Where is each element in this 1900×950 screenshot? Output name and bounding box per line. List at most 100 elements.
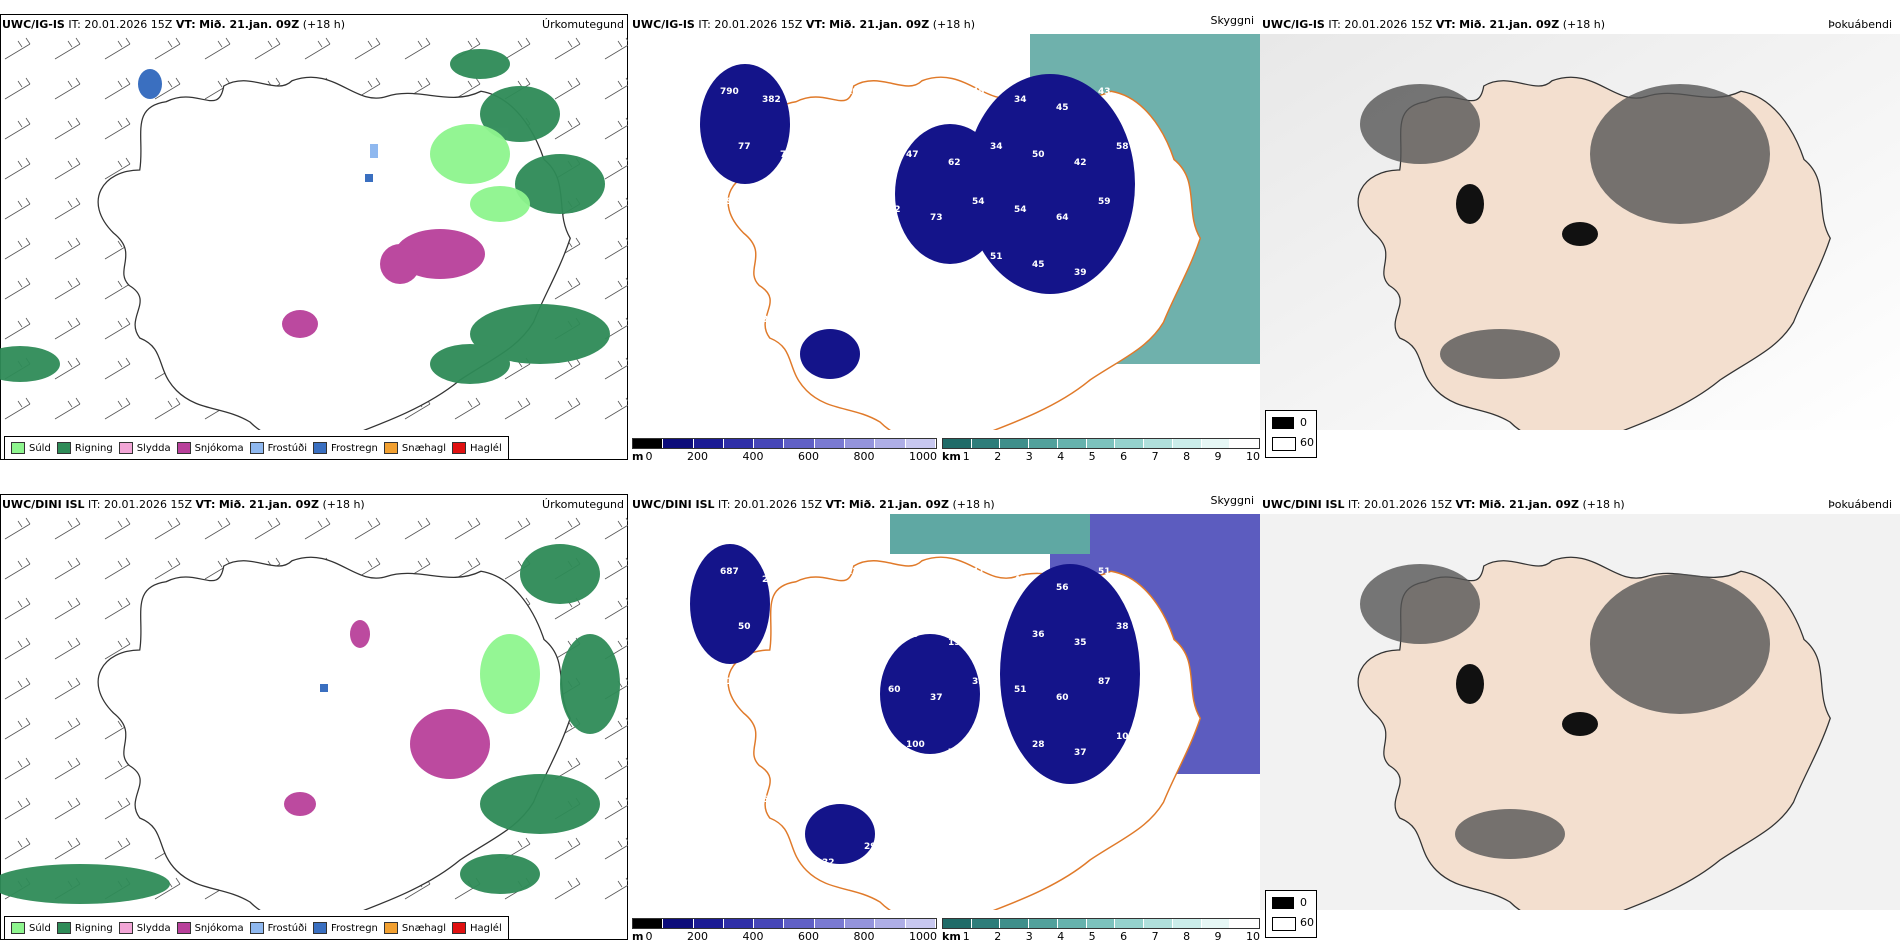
height-tick: 400: [742, 450, 764, 463]
fog-legend-value: 60: [1300, 436, 1314, 449]
panel-title: Skyggni: [1210, 14, 1254, 27]
precip-legend-item: Frostregn: [313, 922, 378, 934]
visibility-tick: 2: [994, 930, 1002, 943]
precip-legend-label: Frostregn: [331, 442, 378, 454]
lead-time: (+18 h): [1582, 498, 1625, 511]
visibility-value-label: 36: [1032, 630, 1045, 640]
visibility-value-label: 138: [804, 103, 823, 113]
visibility-value-label: 43: [804, 323, 817, 333]
visibility-value-label: 51: [990, 252, 1003, 262]
visibility-color-step: [1000, 919, 1030, 928]
visibility-value-label: 214: [822, 748, 841, 758]
height-tick: 1000: [908, 450, 937, 463]
visibility-value-label: 108: [1116, 732, 1135, 742]
visibility-tick: 1: [962, 450, 970, 463]
it-value: 20.01.2026 15Z: [734, 498, 823, 511]
visibility-value-label: 35: [804, 803, 817, 813]
visibility-value-label: 52: [720, 787, 733, 797]
visibility-value-label: 49: [990, 842, 1003, 852]
visibility-value-label: 382: [762, 95, 781, 105]
height-colorbar-strip: [632, 438, 937, 449]
height-colorbar: m 0 200 400 600 800 1000: [632, 438, 937, 468]
visibility-value-label: 100: [906, 740, 925, 750]
visibility-value-label: 45: [780, 630, 793, 640]
visibility-value-label: 35: [1074, 638, 1087, 648]
height-tick: 800: [853, 450, 875, 463]
visibility-value-label: 50: [738, 622, 751, 632]
visibility-color-step: [971, 439, 1001, 448]
visibility-value-label: 54: [990, 622, 1003, 632]
visibility-color-step: [1029, 919, 1058, 928]
visibility-value-label: 37: [1074, 748, 1087, 758]
visibility-value-label: 47: [1014, 575, 1027, 585]
visibility-value-label: 62: [948, 158, 961, 168]
visibility-map: 790 382 138 103 52 48 45 34 45 43 77 71 68 39 47 62 34 50…: [630, 34, 1260, 430]
panel-header: UWC/DINI ISL IT: 20.01.2026 15Z VT: Mið.…: [2, 496, 365, 514]
precip-legend-item: Rigning: [56, 922, 113, 934]
visibility-value-label: 38: [1116, 622, 1129, 632]
height-color-step: [723, 919, 755, 928]
visibility-color-step: [1201, 919, 1231, 928]
precip-legend-label: Snæhagl: [401, 922, 447, 934]
fog-legend: 0 60: [1265, 410, 1317, 458]
visibility-value-label: 28: [1032, 740, 1045, 750]
height-color-step: [663, 439, 694, 448]
height-color-step: [633, 439, 664, 448]
visibility-value-label: 37: [780, 260, 793, 270]
height-color-step: [663, 919, 694, 928]
it-label: IT:: [1348, 498, 1361, 511]
visibility-value-label: 60: [888, 685, 901, 695]
model-row-1: UWC/IG-IS IT: 20.01.2026 15Z VT: Mið. 21…: [0, 0, 1900, 470]
height-color-step: [875, 919, 906, 928]
visibility-value-label: 39: [864, 142, 877, 152]
vt-value: Mið. 21.jan. 09Z: [829, 18, 930, 31]
visibility-tick: 3: [1025, 930, 1033, 943]
visibility-tick: 10: [1246, 450, 1260, 463]
precip-legend-label: Slydda: [136, 922, 171, 934]
model-name: UWC/DINI ISL: [632, 498, 715, 511]
fog-map: [1260, 34, 1900, 430]
height-tick: 1000: [908, 930, 937, 943]
fog-legend-swatch-black: [1272, 897, 1294, 909]
it-value: 20.01.2026 15Z: [1344, 18, 1433, 31]
visibility-value-label: 87: [1098, 677, 1111, 687]
visibility-value-label: 79: [888, 575, 901, 585]
visibility-value-label: 128: [846, 567, 865, 577]
vt-label: VT:: [1455, 498, 1476, 511]
precip-legend-item: Snjókoma: [176, 442, 244, 454]
visibility-value-label: 56: [780, 740, 793, 750]
precip-legend-swatch: [313, 922, 327, 934]
visibility-color-step: [971, 919, 1001, 928]
precip-legend: Súld Rigning Slydda Snjókoma Frostúði Frostre…: [4, 436, 509, 460]
precip-legend-swatch: [383, 442, 398, 454]
visibility-color-step: [1057, 919, 1087, 928]
precip-legend-item: Frostregn: [313, 442, 378, 454]
precip-legend-label: Rigning: [74, 442, 113, 454]
height-tick: 0: [645, 930, 653, 943]
visibility-value-label: 48: [762, 205, 775, 215]
vt-value: Mið. 21.jan. 09Z: [218, 498, 319, 511]
visibility-value-label: 51: [1014, 685, 1027, 695]
visibility-value-label: 73: [930, 213, 943, 223]
visibility-color-step: [1230, 439, 1260, 448]
visibility-value-label: 26: [1056, 803, 1069, 813]
fog-legend: 0 60: [1265, 890, 1317, 938]
height-tick: 600: [797, 450, 819, 463]
it-value: 20.01.2026 15Z: [104, 498, 193, 511]
vt-label: VT:: [195, 498, 216, 511]
visibility-colorbar: km 1 2 3 4 5 6 7 8 9 10: [942, 438, 1260, 468]
fog-legend-swatch-black: [1272, 417, 1294, 429]
visibility-value-label: 34: [1014, 95, 1027, 105]
precip-legend-item: Snjókoma: [176, 922, 244, 934]
visibility-tick: 7: [1151, 450, 1159, 463]
visibility-value-label: 45: [972, 87, 985, 97]
visibility-tick: 2: [994, 450, 1002, 463]
precip-legend-label: Frostúði: [267, 442, 307, 454]
precip-legend-item: Rigning: [56, 442, 113, 454]
model-row-2: UWC/DINI ISL IT: 20.01.2026 15Z VT: Mið.…: [0, 480, 1900, 950]
height-unit: m: [632, 450, 644, 463]
visibility-value-label: 51: [1098, 567, 1111, 577]
visibility-value-label: 39: [1098, 787, 1111, 797]
visibility-value-label: 37: [930, 693, 943, 703]
vt-label: VT:: [825, 498, 846, 511]
